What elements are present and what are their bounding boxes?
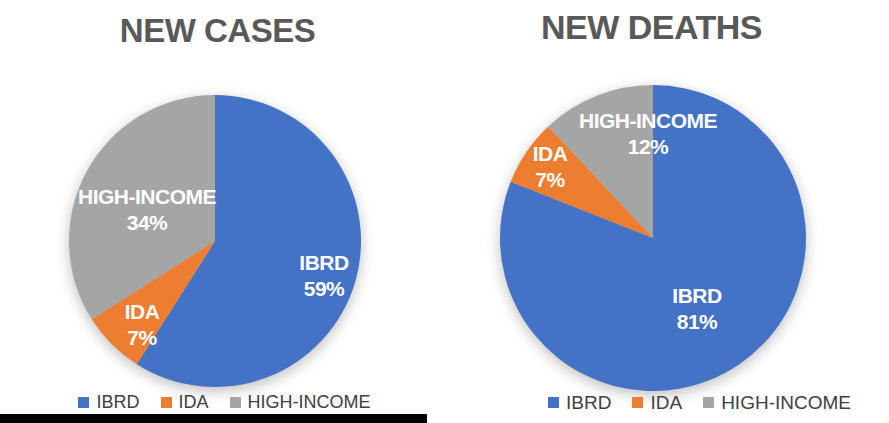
legend-new-cases: IBRD IDA HIGH-INCOME — [2, 393, 447, 411]
pie-label-value-high-income: 12% — [628, 135, 669, 158]
pie-label-value-ida: 7% — [127, 326, 157, 349]
pie-label-value-ibrd: 59% — [304, 277, 345, 300]
legend-item-high-income: HIGH-INCOME — [230, 393, 371, 411]
pie-label-name-high-income: HIGH-INCOME — [78, 185, 216, 208]
pie-label-name-high-income: HIGH-INCOME — [579, 109, 717, 132]
pie-label-name-ida: IDA — [125, 300, 160, 323]
pie-label-name-ibrd: IBRD — [672, 284, 722, 307]
pie-label-value-high-income: 34% — [127, 211, 168, 234]
legend-label-ibrd: IBRD — [96, 393, 139, 411]
legend-item-ida: IDA — [632, 393, 682, 412]
legend-new-deaths: IBRD IDA HIGH-INCOME — [477, 393, 889, 412]
legend-label-ibrd: IBRD — [566, 393, 611, 412]
legend-swatch-ibrd — [548, 397, 559, 408]
chart-new-cases: NEW CASES IBRD59%IDA7%HIGH-INCOME34% IBR… — [0, 0, 445, 423]
pie-label-name-ibrd: IBRD — [299, 251, 349, 274]
legend-label-high-income: HIGH-INCOME — [721, 393, 851, 412]
legend-label-ida: IDA — [650, 393, 682, 412]
pie-label-value-ibrd: 81% — [677, 310, 718, 333]
legend-swatch-ibrd — [78, 397, 89, 408]
legend-item-high-income: HIGH-INCOME — [703, 393, 851, 412]
pie-new-cases: IBRD 59% IDA 7% HIGH-INCOME 34% — [0, 0, 445, 423]
pie-new-deaths: IBRD 81% IDA 7% HIGH-INCOME 12% — [444, 0, 889, 423]
legend-swatch-high-income — [703, 397, 714, 408]
black-redaction-bar — [0, 414, 427, 423]
legend-item-ibrd: IBRD — [548, 393, 611, 412]
legend-swatch-ida — [632, 397, 643, 408]
slide-canvas: NEW CASES IBRD59%IDA7%HIGH-INCOME34% IBR… — [0, 0, 889, 423]
pie-label-name-ida: IDA — [533, 142, 568, 165]
legend-swatch-high-income — [230, 397, 241, 408]
legend-item-ibrd: IBRD — [78, 393, 139, 411]
legend-label-high-income: HIGH-INCOME — [248, 393, 371, 411]
chart-new-deaths: NEW DEATHS IBRD81%IDA7%HIGH-INCOME12% IB… — [444, 0, 889, 423]
legend-item-ida: IDA — [161, 393, 209, 411]
legend-swatch-ida — [161, 397, 172, 408]
legend-label-ida: IDA — [179, 393, 209, 411]
pie-label-value-ida: 7% — [535, 168, 565, 191]
